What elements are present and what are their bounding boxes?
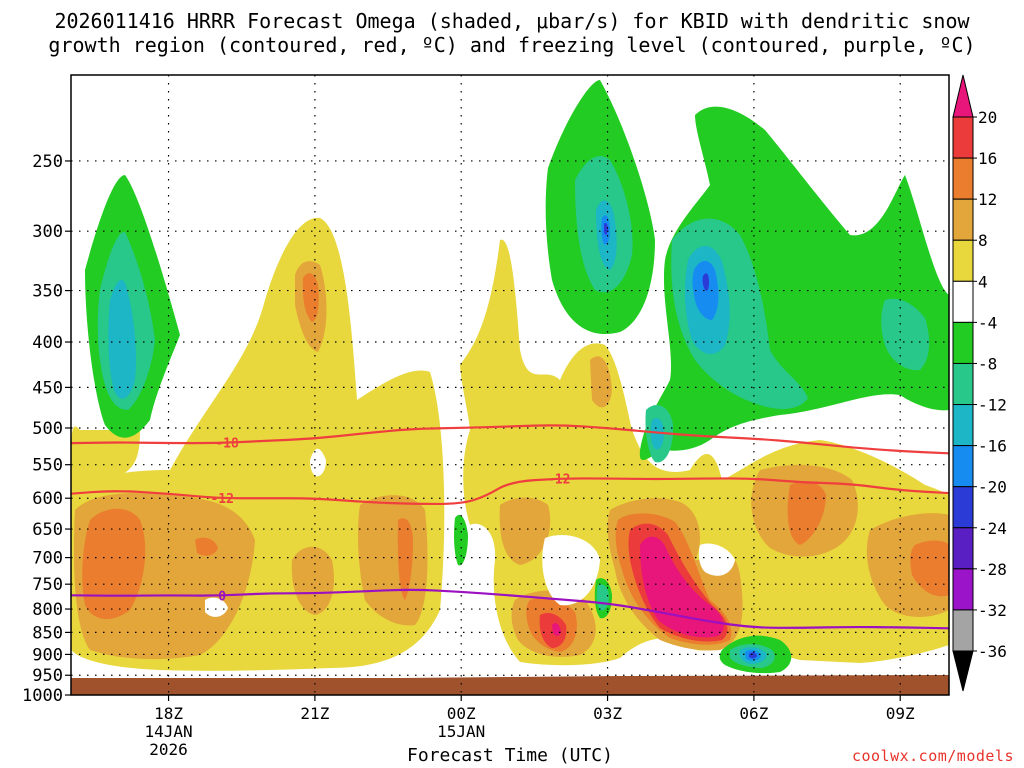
x-tick-sublabel-14JAN: 14JAN <box>144 722 192 741</box>
chart-title-line1: 2026011416 HRRR Forecast Omega (shaded, … <box>54 9 970 33</box>
terrain-fill <box>71 675 949 695</box>
omega-region-13 <box>82 508 146 620</box>
omega-region-48 <box>692 261 719 320</box>
contour--18 <box>71 424 949 455</box>
omega-region-46 <box>650 418 664 450</box>
colorbar-box-4 <box>952 239 974 282</box>
colorbar-label-9: -20 <box>978 478 1007 497</box>
omega-region-28 <box>698 543 735 576</box>
y-tick-label-250: 250 <box>32 152 63 172</box>
colorbar-top-arrow <box>952 74 974 118</box>
x-tick-label-18Z: 18Z <box>154 704 183 723</box>
omega-region-6 <box>291 546 335 615</box>
x-tick-label-21Z: 21Z <box>300 704 329 723</box>
colorbar-box-10 <box>952 486 974 529</box>
y-tick-label-700: 700 <box>32 549 63 569</box>
y-tick-label-1000: 1000 <box>22 686 63 706</box>
x-tick-label-09Z: 09Z <box>886 704 915 723</box>
omega-region-24 <box>552 622 561 636</box>
plot-frame <box>70 74 950 696</box>
colorbar-box-7 <box>952 362 974 406</box>
y-tick-label-750: 750 <box>32 575 63 595</box>
colorbar-label-6: -8 <box>978 354 997 373</box>
x-tick-sublabel-15JAN: 15JAN <box>437 722 485 741</box>
contour-label--12: -12 <box>210 492 233 507</box>
x-tick-sublabel-2026: 2026 <box>149 740 188 759</box>
colorbar-box-12 <box>952 568 974 611</box>
colorbar-label-12: -32 <box>978 601 1007 620</box>
y-tick-label-650: 650 <box>32 520 63 540</box>
y-tick-label-500: 500 <box>32 419 63 439</box>
contour-lines: -18 -12 -12 0 <box>71 424 949 630</box>
colorbar-label-2: 12 <box>978 190 997 209</box>
y-tick-label-850: 850 <box>32 623 63 643</box>
contour-label--18: -18 <box>215 437 239 452</box>
colorbar-bottom-arrow <box>952 650 974 692</box>
omega-region-51 <box>702 273 709 291</box>
colorbar-box-13 <box>952 609 974 652</box>
colorbar-label-1: 16 <box>978 149 997 168</box>
x-tick-label-00Z: 00Z <box>447 704 476 723</box>
y-tick-label-550: 550 <box>32 456 63 476</box>
omega-region-25 <box>310 448 326 477</box>
plot-border <box>70 74 950 696</box>
omega-region-52 <box>604 222 608 235</box>
omega-region-27 <box>542 534 600 606</box>
y-axis: 2503003504004505005506006507007508008509… <box>22 152 71 706</box>
x-tick-label-06Z: 06Z <box>739 704 768 723</box>
contour--12 <box>71 477 949 506</box>
terrain-layer <box>71 675 949 695</box>
colorbar-box-1 <box>952 116 974 159</box>
colorbar-label-0: 20 <box>978 108 997 127</box>
y-tick-label-350: 350 <box>32 282 63 302</box>
colorbar-box-11 <box>952 527 974 570</box>
colorbar-box-6 <box>952 321 974 364</box>
colorbar: 20 16 12 8 4 -4 -8 -12 -16 -20 -24 -28 -32 -36 <box>952 74 1007 692</box>
colorbar-box-9 <box>952 445 974 488</box>
omega-region-39 <box>881 298 930 371</box>
omega-region-19 <box>787 481 826 545</box>
credit-link[interactable]: coolwx.com/models <box>851 747 1014 765</box>
omega-region-14 <box>195 537 218 556</box>
contour-0 <box>71 588 949 630</box>
y-tick-label-800: 800 <box>32 600 63 620</box>
colorbar-box-5 <box>952 280 974 323</box>
omega-region-20 <box>910 540 949 597</box>
colorbar-label-8: -16 <box>978 437 1007 456</box>
omega-region-7 <box>499 497 551 565</box>
colorbar-label-7: -12 <box>978 396 1007 415</box>
colorbar-label-3: 8 <box>978 231 988 250</box>
y-tick-label-950: 950 <box>32 666 63 686</box>
colorbar-box-8 <box>952 404 974 447</box>
x-axis-title: Forecast Time (UTC) <box>407 745 613 766</box>
colorbar-label-4: 4 <box>978 272 988 291</box>
chart-title-line2: growth region (contoured, red, ºC) and f… <box>48 33 976 57</box>
x-tick-label-03Z: 03Z <box>593 704 622 723</box>
colorbar-label-13: -36 <box>978 642 1007 661</box>
y-tick-label-450: 450 <box>32 378 63 398</box>
omega-region-16 <box>397 518 413 600</box>
y-tick-label-300: 300 <box>32 222 63 242</box>
contour-label-0: 0 <box>218 590 226 605</box>
colorbar-label-10: -24 <box>978 519 1007 538</box>
colorbar-label-11: -28 <box>978 560 1007 579</box>
omega-shading <box>71 80 949 674</box>
omega-region-26 <box>205 597 228 617</box>
omega-region-53 <box>749 652 757 659</box>
colorbar-label-5: -4 <box>978 313 997 332</box>
omega-region-15 <box>302 273 319 322</box>
colorbar-box-2 <box>952 157 974 200</box>
y-tick-label-900: 900 <box>32 645 63 665</box>
omega-region-43 <box>108 280 136 399</box>
y-tick-label-400: 400 <box>32 333 63 353</box>
colorbar-box-3 <box>952 198 974 241</box>
contour-label--12: -12 <box>547 472 570 487</box>
y-tick-label-600: 600 <box>32 489 63 509</box>
omega-region-9 <box>590 356 612 408</box>
